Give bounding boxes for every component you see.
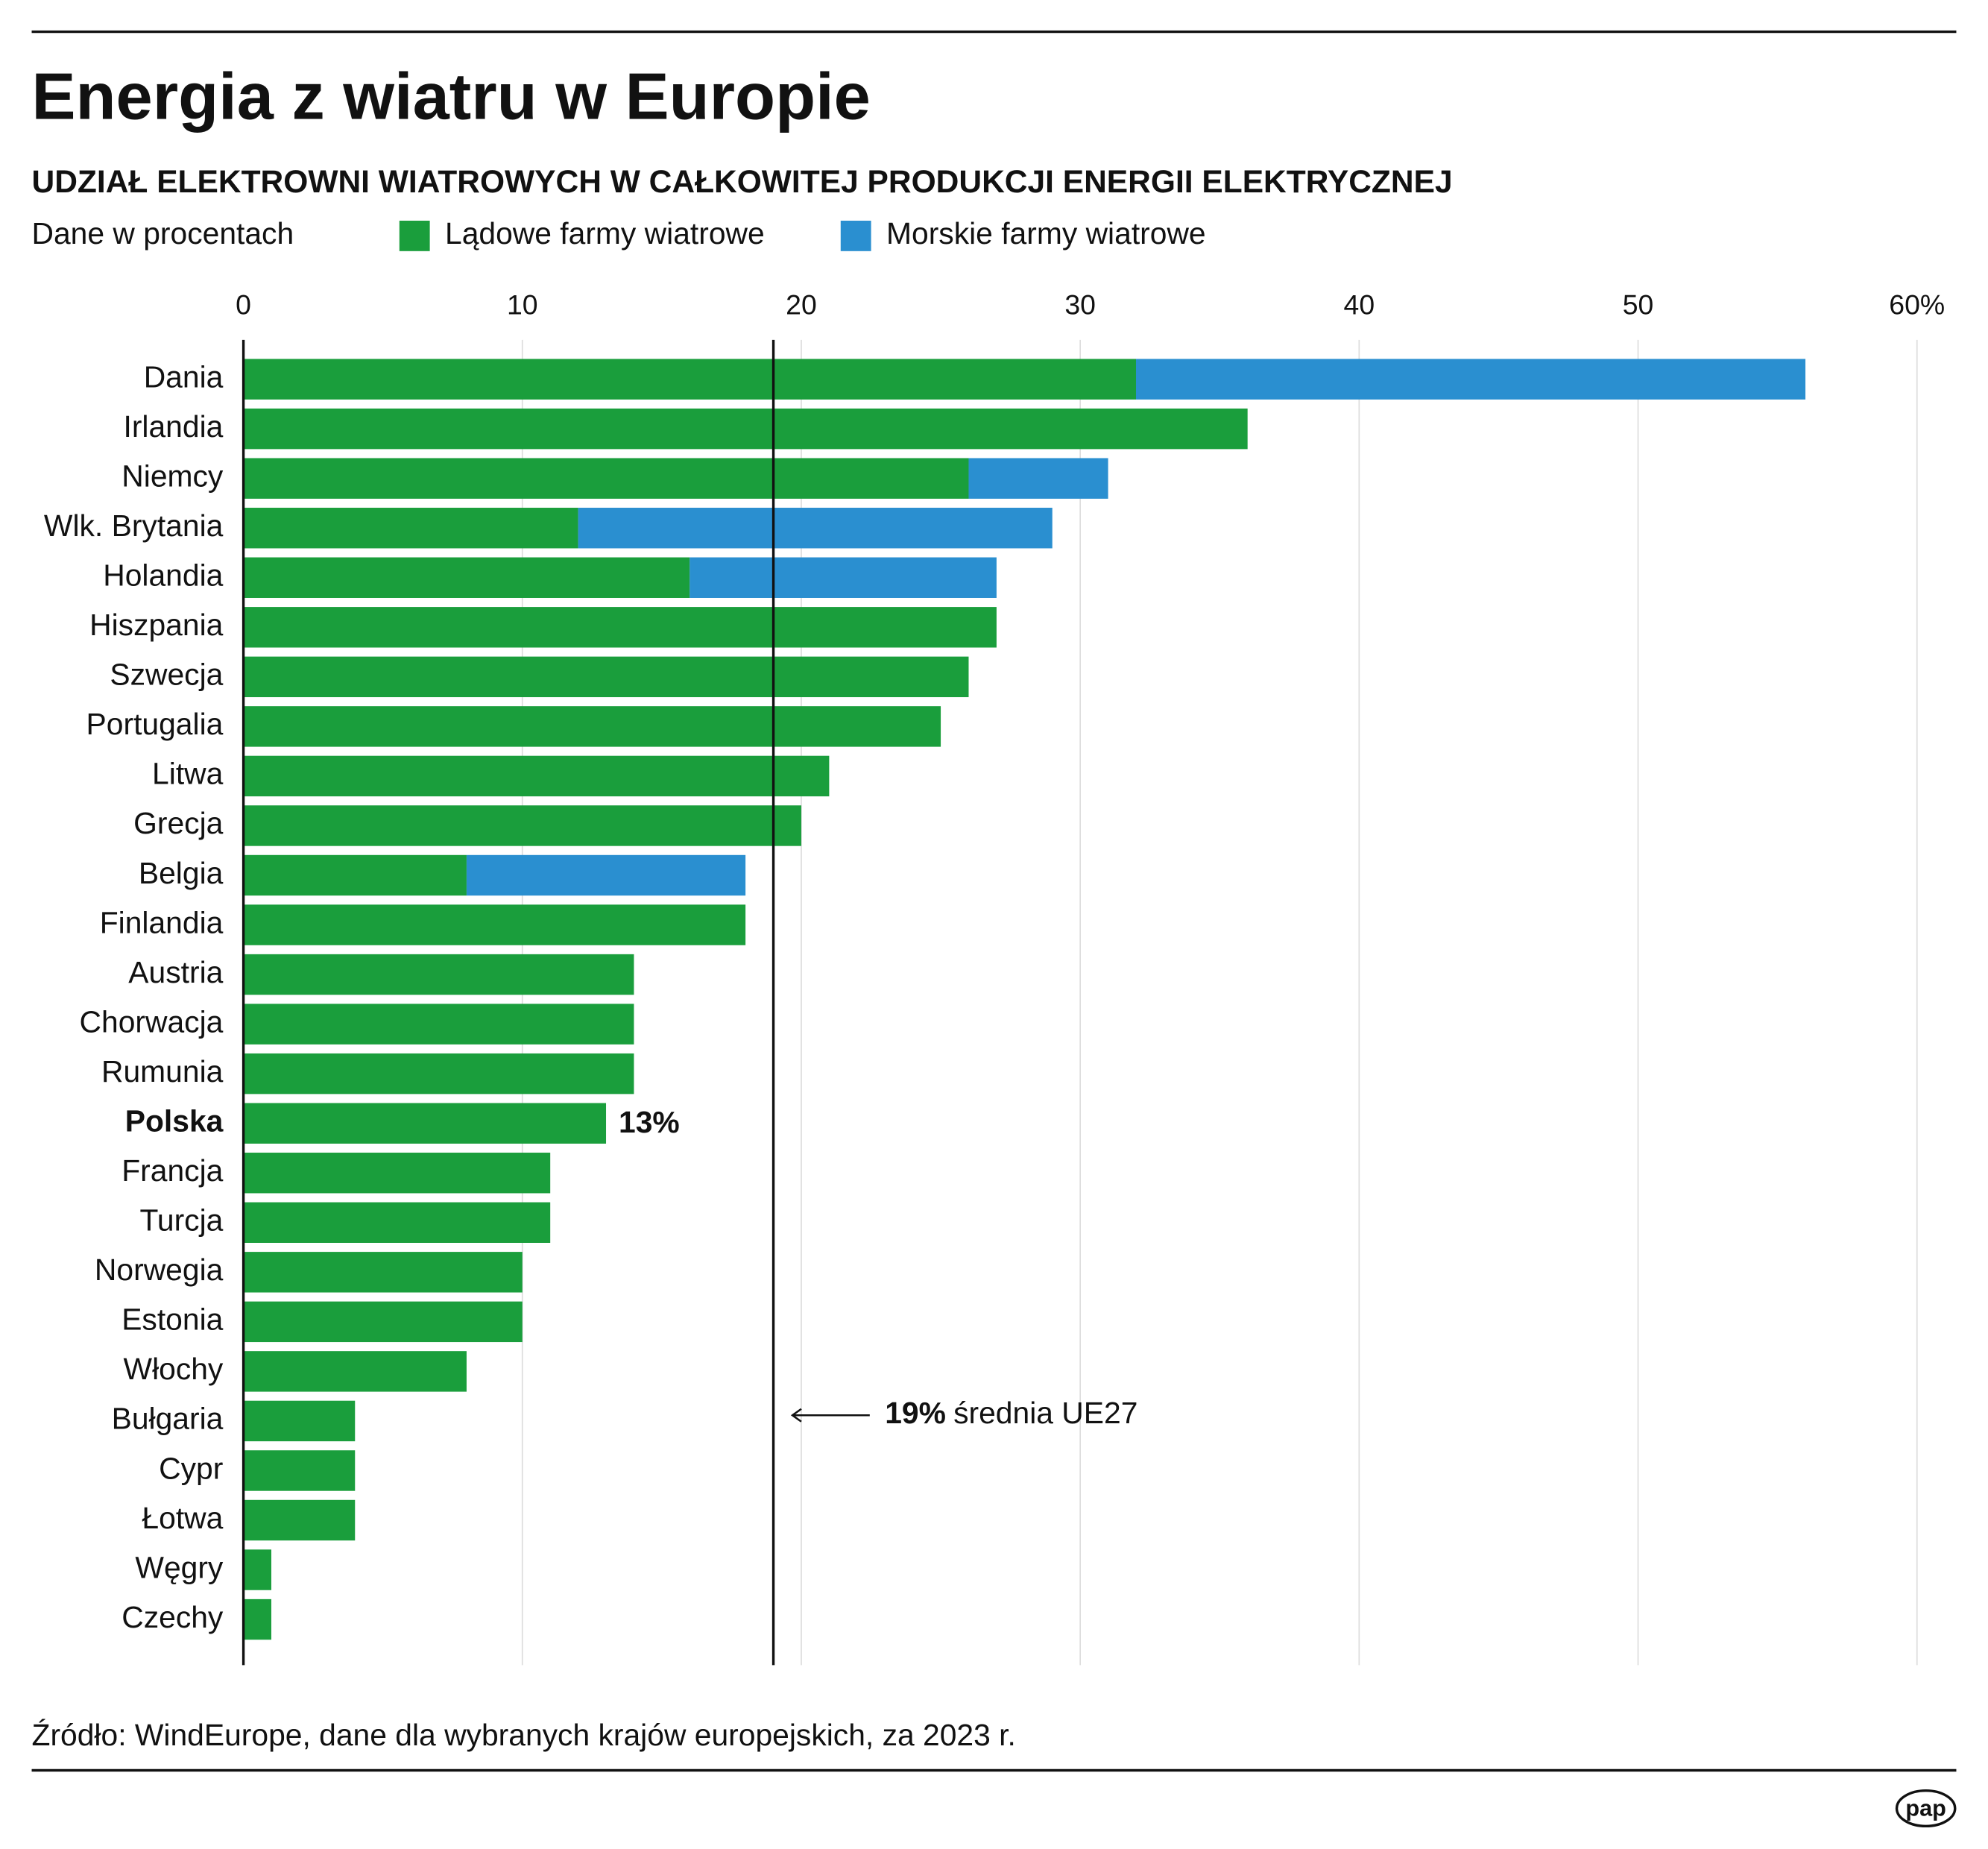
x-tick-label: 40 [1344, 289, 1375, 321]
x-tick-label: 20 [786, 289, 817, 321]
x-tick-label: 0 [236, 289, 251, 321]
category-label: Dania [144, 359, 224, 394]
bar-segment [243, 854, 467, 896]
bar-segment [243, 1301, 523, 1343]
category-label: Turcja [139, 1203, 223, 1238]
category-label: Czechy [122, 1600, 224, 1634]
annotation-value: 19% [885, 1396, 946, 1430]
legend-swatch [399, 221, 430, 251]
bar-segment [243, 1103, 607, 1144]
category-label: Węgry [135, 1550, 224, 1584]
bar-segment [243, 1202, 551, 1243]
bar-segment [243, 904, 746, 945]
category-label: Chorwacja [80, 1004, 224, 1039]
legend-label: Lądowe farmy wiatrowe [445, 216, 765, 251]
bar-segment [690, 557, 997, 598]
bar-segment [243, 557, 690, 598]
annotation: 19% średnia UE27 [885, 1396, 1137, 1430]
chart-title: Energia z wiatru w Europie [32, 59, 871, 133]
bar-segment [243, 359, 1137, 400]
x-tick-label: 50 [1623, 289, 1654, 321]
category-label: Holandia [103, 558, 223, 593]
logo: pap [1905, 1795, 1946, 1821]
category-label: Irlandia [123, 409, 223, 444]
bar-segment [243, 1598, 271, 1640]
value-label: 13% [619, 1105, 680, 1139]
x-tick-label: 30 [1064, 289, 1096, 321]
category-label: Estonia [122, 1303, 223, 1337]
bar-segment [466, 854, 746, 896]
category-label: Hiszpania [89, 608, 224, 642]
category-label: Wlk. Brytania [44, 508, 224, 543]
chart-subtitle: UDZIAŁ ELEKTROWNI WIATROWYCH W CAŁKOWITE… [32, 165, 1453, 200]
category-label: Austria [128, 955, 223, 989]
category-label: Litwa [152, 757, 224, 791]
annotation-arrowhead [790, 1408, 802, 1423]
bar-segment [243, 1153, 551, 1194]
category-label: Grecja [133, 806, 224, 840]
bar-segment [243, 1252, 523, 1293]
category-label: Bułgaria [112, 1402, 224, 1436]
bar-segment [243, 805, 801, 846]
category-label: Francja [122, 1153, 223, 1188]
legend-label: Morskie farmy wiatrowe [886, 216, 1206, 251]
category-label: Niemcy [122, 459, 224, 493]
legend-swatch [840, 221, 871, 251]
x-tick-label: 10 [507, 289, 538, 321]
logo-frame [1895, 1789, 1957, 1828]
bar-segment [243, 607, 997, 648]
category-label: Portugalia [86, 707, 224, 741]
bar-segment [578, 508, 1053, 549]
bar-segment [968, 458, 1108, 499]
category-label: Włochy [124, 1352, 224, 1386]
bar-segment [1136, 359, 1806, 400]
units-note: Dane w procentach [32, 216, 294, 251]
bar-segment [243, 656, 969, 698]
bar-segment [243, 1549, 271, 1590]
bar-segment [243, 458, 969, 499]
category-label: Polska [125, 1103, 224, 1138]
annotation-text: średnia UE27 [953, 1396, 1137, 1430]
category-label: Finlandia [100, 905, 224, 939]
x-tick-label: 60% [1889, 289, 1945, 321]
bar-segment [243, 706, 941, 747]
category-label: Cypr [159, 1451, 223, 1485]
bar-segment [243, 954, 634, 995]
bar-segment [243, 755, 830, 797]
category-label: Szwecja [110, 658, 223, 692]
bar-segment [243, 1351, 467, 1392]
bar-segment [243, 1450, 356, 1491]
bar-segment [243, 1053, 634, 1094]
bar-segment [243, 1499, 356, 1541]
category-label: Belgia [139, 856, 224, 890]
category-label: Rumunia [101, 1054, 224, 1089]
bar-segment [243, 1400, 356, 1442]
bar-segment [243, 1004, 634, 1045]
bar-segment [243, 508, 578, 549]
source: Źródło: WindEurope, dane dla wybranych k… [32, 1718, 1016, 1752]
category-label: Norwegia [95, 1253, 224, 1287]
bar-segment [243, 408, 1248, 450]
category-label: Łotwa [142, 1501, 223, 1535]
